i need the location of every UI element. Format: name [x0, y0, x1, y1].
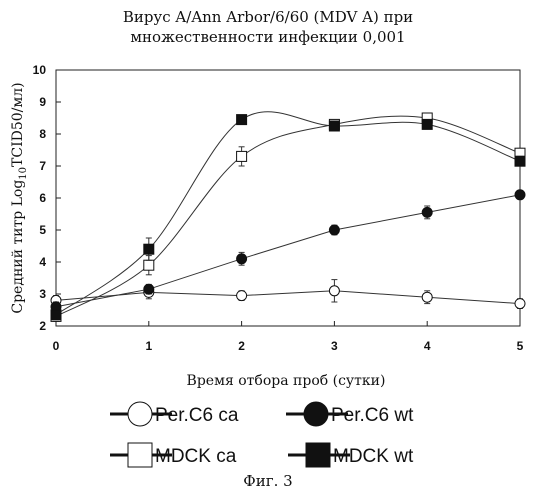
- legend: Per.C6 ca Per.C6 wt MDCK ca MDCK wt: [110, 402, 414, 467]
- series-line-mdck-wt: [56, 112, 520, 315]
- chart-title: Вирус A/Ann Arbor/6/60 (MDV A) при множе…: [123, 8, 413, 46]
- legend-label-mdck-ca: MDCK ca: [155, 446, 237, 467]
- y-axis-label-subscript: 10: [18, 167, 29, 180]
- data-point-per-c6-ca-2: [237, 291, 247, 301]
- legend-item-mdck-wt: MDCK wt: [288, 443, 414, 467]
- plot-area: 2 3 4 5 6 7 8 9 10 0 1 2 3 4 5: [33, 63, 525, 353]
- y-tick-label-2: 4: [39, 255, 46, 269]
- title-line-2: множественности инфекции 0,001: [130, 28, 405, 46]
- legend-label-per-c6-ca: Per.C6 ca: [155, 405, 239, 426]
- y-axis-label-suffix: TCID50/мл): [10, 82, 26, 167]
- x-tick-label-3: 3: [331, 339, 338, 353]
- x-axis-label: Время отбора проб (сутки): [187, 373, 386, 389]
- data-point-per-c6-ca-4: [422, 292, 432, 302]
- data-point-mdck-wt-5: [515, 156, 525, 166]
- legend-marker-mdck-ca: [128, 443, 152, 467]
- legend-label-per-c6-wt: Per.C6 wt: [331, 405, 414, 426]
- series-mdck-ca: [51, 113, 525, 321]
- data-point-mdck-ca-1: [144, 260, 154, 270]
- data-point-per-c6-wt-2: [237, 254, 247, 264]
- y-tick-label-6: 8: [39, 127, 46, 141]
- plot-frame: [56, 70, 520, 326]
- x-tick-label-0: 0: [53, 339, 60, 353]
- x-tick-label-4: 4: [424, 339, 431, 353]
- y-axis-label-prefix: Средний титр Log: [10, 180, 26, 314]
- y-tick-label-0: 2: [39, 319, 46, 333]
- data-point-per-c6-wt-1: [144, 284, 154, 294]
- data-point-per-c6-wt-4: [422, 207, 432, 217]
- figure-caption: Фиг. 3: [243, 472, 292, 490]
- data-point-mdck-wt-3: [329, 121, 339, 131]
- data-point-mdck-wt-1: [144, 244, 154, 254]
- y-tick-label-1: 3: [39, 287, 46, 301]
- y-tick-label-5: 7: [39, 159, 46, 173]
- legend-marker-per-c6-ca: [128, 402, 152, 426]
- series-line-per-c6-wt: [56, 195, 520, 307]
- y-axis-label: Средний титр Log10TCID50/мл): [10, 82, 29, 313]
- series-line-per-c6-ca: [56, 291, 520, 304]
- data-point-per-c6-ca-5: [515, 299, 525, 309]
- data-point-per-c6-wt-3: [329, 225, 339, 235]
- y-tick-label-3: 5: [39, 223, 46, 237]
- legend-item-per-c6-wt: Per.C6 wt: [286, 402, 414, 426]
- x-tick-label-5: 5: [517, 339, 524, 353]
- y-tick-label-4: 6: [39, 191, 46, 205]
- data-point-mdck-wt-2: [237, 115, 247, 125]
- data-point-mdck-wt-4: [422, 119, 432, 129]
- data-point-mdck-wt-0: [51, 310, 61, 320]
- legend-label-mdck-wt: MDCK wt: [333, 446, 414, 467]
- title-line-1: Вирус A/Ann Arbor/6/60 (MDV A) при: [123, 8, 413, 26]
- y-tick-label-7: 9: [39, 95, 46, 109]
- data-point-per-c6-ca-3: [329, 286, 339, 296]
- legend-item-per-c6-ca: Per.C6 ca: [110, 402, 239, 426]
- y-tick-label-8: 10: [33, 63, 47, 77]
- data-point-mdck-ca-2: [237, 151, 247, 161]
- series-line-mdck-ca: [56, 116, 520, 316]
- series-mdck-wt: [51, 112, 525, 320]
- data-point-per-c6-wt-5: [515, 190, 525, 200]
- x-tick-label-1: 1: [145, 339, 152, 353]
- legend-item-mdck-ca: MDCK ca: [110, 443, 237, 467]
- legend-marker-mdck-wt: [306, 443, 330, 467]
- legend-marker-per-c6-wt: [304, 402, 328, 426]
- x-tick-label-2: 2: [238, 339, 245, 353]
